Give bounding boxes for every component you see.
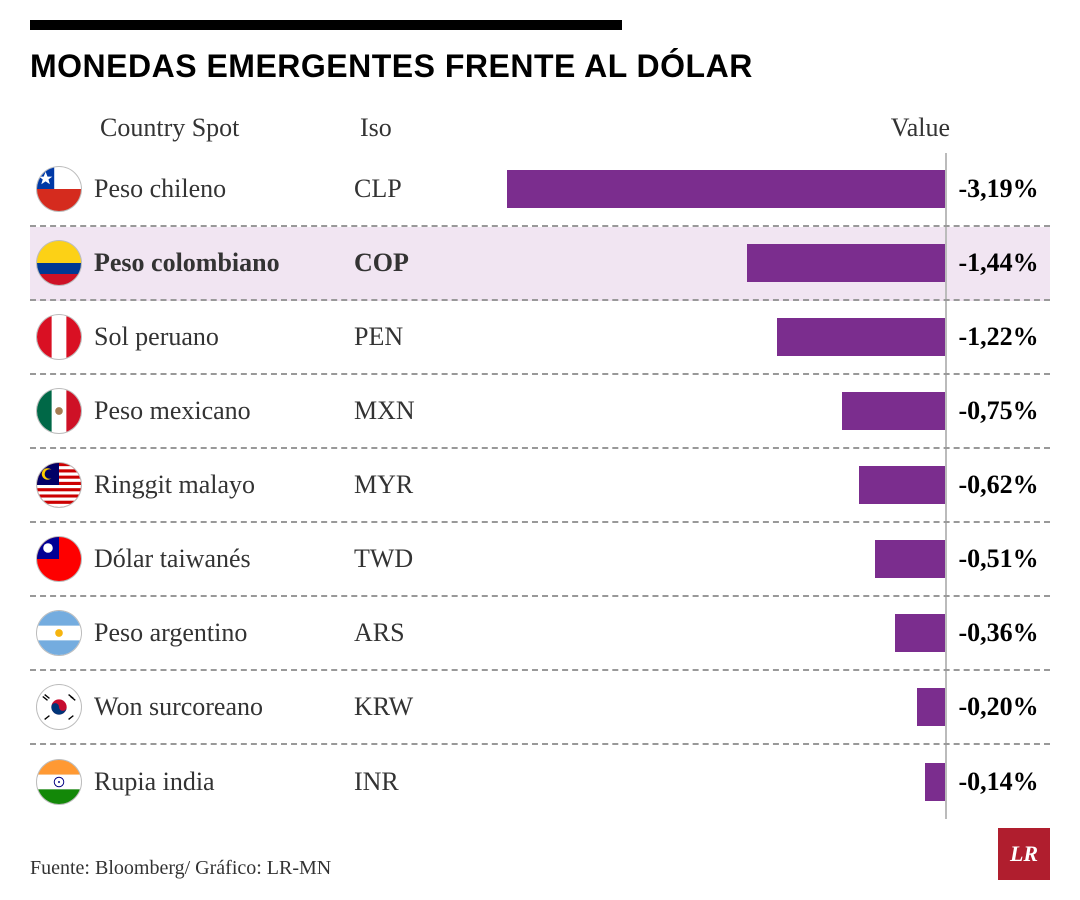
page-title: MONEDAS EMERGENTES FRENTE AL DÓLAR bbox=[30, 48, 1050, 85]
currency-iso: TWD bbox=[354, 544, 464, 574]
col-header-iso: Iso bbox=[360, 113, 470, 143]
currency-name: Ringgit malayo bbox=[94, 470, 354, 500]
value-label: -0,36% bbox=[959, 618, 1039, 648]
bar-cell: -0,75% bbox=[464, 375, 1050, 447]
zero-axis bbox=[945, 301, 947, 373]
bar-cell: -0,62% bbox=[464, 449, 1050, 521]
bar-cell: -3,19% bbox=[464, 153, 1050, 225]
publisher-logo: LR bbox=[998, 828, 1050, 880]
table-row: Peso mexicanoMXN -0,75% bbox=[30, 375, 1050, 449]
currency-iso: MXN bbox=[354, 396, 464, 426]
zero-axis bbox=[945, 597, 947, 669]
value-label: -3,19% bbox=[959, 174, 1039, 204]
value-bar bbox=[777, 318, 944, 356]
bar-cell: -0,20% bbox=[464, 671, 1050, 743]
flag-icon bbox=[36, 462, 82, 508]
currency-name: Rupia india bbox=[94, 767, 354, 797]
value-bar bbox=[859, 466, 944, 504]
zero-axis bbox=[945, 449, 947, 521]
zero-axis bbox=[945, 671, 947, 743]
value-label: -0,75% bbox=[959, 396, 1039, 426]
value-bar bbox=[842, 392, 945, 430]
table-row: Peso colombianoCOP -1,44% bbox=[30, 227, 1050, 301]
flag-icon bbox=[36, 536, 82, 582]
table-row: Peso chilenoCLP -3,19% bbox=[30, 153, 1050, 227]
currency-iso: KRW bbox=[354, 692, 464, 722]
bar-cell: -1,44% bbox=[464, 227, 1050, 299]
flag-icon bbox=[36, 314, 82, 360]
value-bar bbox=[747, 244, 945, 282]
col-header-country: Country Spot bbox=[100, 113, 360, 143]
currency-name: Won surcoreano bbox=[94, 692, 354, 722]
currency-iso: MYR bbox=[354, 470, 464, 500]
value-label: -0,20% bbox=[959, 692, 1039, 722]
value-bar bbox=[925, 763, 944, 801]
currency-iso: COP bbox=[354, 248, 464, 278]
currency-iso: ARS bbox=[354, 618, 464, 648]
value-label: -0,62% bbox=[959, 470, 1039, 500]
zero-axis bbox=[945, 523, 947, 595]
flag-icon bbox=[36, 684, 82, 730]
value-bar bbox=[507, 170, 945, 208]
source-text: Fuente: Bloomberg/ Gráfico: LR-MN bbox=[30, 857, 331, 880]
bar-cell: -1,22% bbox=[464, 301, 1050, 373]
flag-icon bbox=[36, 388, 82, 434]
table-row: Dólar taiwanésTWD -0,51% bbox=[30, 523, 1050, 597]
currency-name: Peso chileno bbox=[94, 174, 354, 204]
flag-icon bbox=[36, 759, 82, 805]
currency-name: Peso mexicano bbox=[94, 396, 354, 426]
currency-iso: PEN bbox=[354, 322, 464, 352]
table-row: Rupia indiaINR -0,14% bbox=[30, 745, 1050, 819]
currency-name: Peso colombiano bbox=[94, 248, 354, 278]
value-label: -1,22% bbox=[959, 322, 1039, 352]
header-accent-bar bbox=[30, 20, 622, 30]
bar-cell: -0,14% bbox=[464, 745, 1050, 819]
col-header-value: Value bbox=[470, 113, 1050, 143]
value-label: -0,51% bbox=[959, 544, 1039, 574]
currency-name: Peso argentino bbox=[94, 618, 354, 648]
zero-axis bbox=[945, 227, 947, 299]
table-header: Country Spot Iso Value bbox=[30, 113, 1050, 143]
table-row: Ringgit malayoMYR -0,62% bbox=[30, 449, 1050, 523]
value-bar bbox=[895, 614, 944, 652]
footer: Fuente: Bloomberg/ Gráfico: LR-MN LR bbox=[30, 828, 1050, 880]
currency-iso: INR bbox=[354, 767, 464, 797]
value-label: -0,14% bbox=[959, 767, 1039, 797]
bar-cell: -0,51% bbox=[464, 523, 1050, 595]
bar-cell: -0,36% bbox=[464, 597, 1050, 669]
zero-axis bbox=[945, 745, 947, 819]
value-label: -1,44% bbox=[959, 248, 1039, 278]
value-bar bbox=[875, 540, 945, 578]
value-bar bbox=[917, 688, 944, 726]
flag-icon bbox=[36, 240, 82, 286]
flag-icon bbox=[36, 166, 82, 212]
currency-name: Dólar taiwanés bbox=[94, 544, 354, 574]
zero-axis bbox=[945, 375, 947, 447]
currency-rows: Peso chilenoCLP -3,19% Peso colombianoCOP -… bbox=[30, 153, 1050, 819]
table-row: Sol peruanoPEN -1,22% bbox=[30, 301, 1050, 375]
zero-axis bbox=[945, 153, 947, 225]
publisher-logo-text: LR bbox=[1010, 841, 1038, 867]
currency-name: Sol peruano bbox=[94, 322, 354, 352]
table-row: Peso argentinoARS -0,36% bbox=[30, 597, 1050, 671]
currency-iso: CLP bbox=[354, 174, 464, 204]
flag-icon bbox=[36, 610, 82, 656]
table-row: Won surcoreanoKRW -0,20% bbox=[30, 671, 1050, 745]
